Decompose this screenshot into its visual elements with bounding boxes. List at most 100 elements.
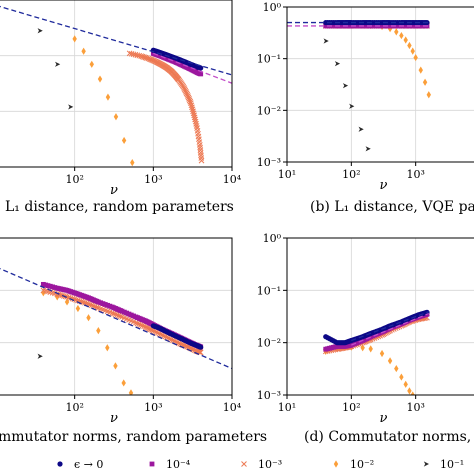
data-point bbox=[82, 299, 88, 306]
legend-label: ϵ → 0 bbox=[74, 458, 103, 471]
x-tick-label: 10² bbox=[65, 173, 83, 186]
y-tick-label: 10⁰ bbox=[263, 232, 282, 245]
data-point bbox=[97, 75, 103, 83]
panel-4: 10¹ 10² 10³ 10⁰ 10⁻¹ 10⁻² 10⁻³ ν (d) Commutator … bbox=[257, 232, 474, 445]
x-tick-label: 10⁴ bbox=[223, 401, 242, 414]
axes-frame bbox=[286, 6, 474, 163]
data-point bbox=[198, 65, 204, 71]
data-point bbox=[407, 41, 412, 50]
series-e1 bbox=[37, 28, 74, 110]
data-point bbox=[121, 379, 126, 387]
fit-line-e0 bbox=[0, 267, 232, 370]
axes-frame bbox=[0, 237, 233, 396]
data-point bbox=[113, 362, 118, 370]
data-point bbox=[186, 96, 192, 102]
plot-area bbox=[287, 19, 431, 152]
data-point bbox=[189, 106, 196, 113]
data-point bbox=[342, 83, 349, 89]
legend-item-e0: ϵ → 0 bbox=[57, 458, 103, 471]
series-e1 bbox=[323, 38, 371, 152]
data-point bbox=[68, 104, 74, 110]
data-point bbox=[387, 357, 393, 365]
panel-caption: mmutator norms, random parameters bbox=[0, 429, 267, 445]
data-point bbox=[426, 91, 431, 99]
data-point bbox=[190, 110, 197, 117]
data-point bbox=[379, 349, 385, 358]
series-e3 bbox=[126, 50, 205, 164]
data-point bbox=[96, 327, 101, 335]
data-point bbox=[198, 71, 204, 77]
y-tick-label: 10⁰ bbox=[263, 1, 282, 14]
data-point bbox=[410, 391, 415, 395]
data-point bbox=[105, 344, 110, 352]
data-point bbox=[422, 78, 428, 86]
fit-line-e0 bbox=[0, 5, 232, 76]
x-axis-label: ν bbox=[380, 411, 388, 426]
legend-marker bbox=[149, 461, 155, 467]
data-point bbox=[157, 331, 164, 338]
x-axis-label: ν bbox=[110, 183, 118, 198]
data-point bbox=[37, 28, 43, 34]
data-point bbox=[86, 314, 91, 322]
data-point bbox=[105, 93, 111, 101]
x-tick-label: 10¹ bbox=[278, 401, 296, 414]
data-point bbox=[89, 60, 94, 68]
plot-area bbox=[322, 309, 430, 395]
data-point bbox=[365, 146, 371, 152]
data-point bbox=[160, 332, 167, 339]
data-point bbox=[164, 334, 170, 341]
data-point bbox=[349, 103, 355, 109]
data-point bbox=[133, 319, 139, 326]
plot-area bbox=[0, 5, 232, 167]
x-tick-label: 10³ bbox=[406, 401, 424, 414]
data-point bbox=[72, 35, 77, 43]
data-point bbox=[130, 158, 135, 167]
data-point bbox=[399, 373, 404, 381]
panel-2: 10¹ 10² 10³ 10⁰ 10⁻¹ 10⁻² 10⁻³ ν (b) L₁ distance… bbox=[257, 1, 474, 215]
legend-label: 10⁻² bbox=[350, 458, 374, 471]
data-point bbox=[358, 126, 364, 132]
data-point bbox=[136, 321, 143, 328]
legend-marker bbox=[333, 460, 339, 468]
data-point bbox=[37, 353, 43, 359]
x-tick-label: 10³ bbox=[144, 173, 162, 186]
data-point bbox=[407, 387, 412, 395]
panel-caption: (b) L₁ distance, VQE pa bbox=[310, 199, 474, 215]
data-point bbox=[162, 333, 169, 340]
data-point bbox=[156, 330, 163, 337]
data-point bbox=[394, 364, 399, 373]
y-tick-label: 10⁻³ bbox=[257, 389, 281, 402]
legend-label: 10⁻³ bbox=[258, 458, 282, 471]
panel-1: 10² 10³ 10⁴ νL₁ distance, random parameters bbox=[0, 0, 242, 215]
plot-area bbox=[0, 267, 232, 395]
fit-line-e4 bbox=[153, 52, 232, 84]
series-e2 bbox=[323, 20, 431, 99]
data-point bbox=[368, 345, 373, 353]
data-point bbox=[55, 61, 61, 67]
data-point bbox=[136, 52, 143, 59]
x-axis-label: ν bbox=[110, 411, 118, 426]
data-point bbox=[137, 321, 144, 328]
data-point bbox=[113, 113, 119, 121]
y-tick-label: 10⁻¹ bbox=[257, 53, 281, 66]
series-e1 bbox=[37, 353, 43, 359]
data-point bbox=[399, 31, 404, 40]
data-point bbox=[75, 304, 81, 313]
data-point bbox=[175, 340, 182, 346]
data-point bbox=[394, 28, 399, 36]
data-point bbox=[413, 53, 418, 62]
fit-line-e4 bbox=[351, 312, 430, 346]
axes-frame bbox=[0, 0, 233, 168]
y-tick-label: 10⁻¹ bbox=[257, 284, 281, 297]
data-point bbox=[190, 108, 196, 115]
data-point bbox=[109, 310, 116, 316]
panel-3: 10² 10³ 10⁴ ν mmutator norms, random paramet… bbox=[0, 237, 267, 445]
data-point bbox=[403, 380, 408, 388]
x-tick-label: 10¹ bbox=[278, 168, 296, 181]
x-tick-label: 10⁴ bbox=[223, 173, 242, 186]
x-tick-label: 10² bbox=[342, 168, 360, 181]
legend-marker bbox=[57, 461, 63, 467]
data-point bbox=[159, 332, 166, 338]
data-point bbox=[418, 66, 423, 74]
y-tick-label: 10⁻³ bbox=[257, 156, 281, 169]
